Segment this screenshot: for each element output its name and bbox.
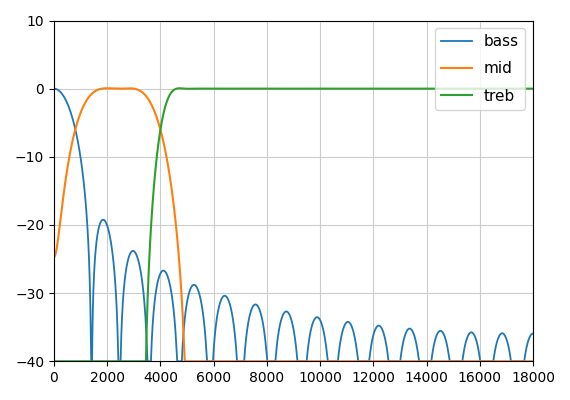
treb (435, 86, 442, 91)
Legend: bass, mid, treb: bass, mid, treb (435, 28, 526, 110)
Line: bass: bass (54, 89, 533, 361)
bass (192, 283, 199, 288)
Line: treb: treb (54, 88, 533, 361)
treb (530, 86, 536, 91)
bass (88, 359, 95, 364)
treb (343, 86, 350, 91)
bass (51, 86, 58, 91)
bass (111, 268, 117, 272)
treb (462, 86, 469, 91)
bass (343, 320, 350, 325)
treb (358, 86, 365, 91)
mid (358, 359, 365, 364)
bass (462, 343, 469, 348)
mid (530, 359, 536, 364)
treb (192, 86, 199, 91)
Line: mid: mid (54, 88, 533, 361)
treb (111, 359, 117, 364)
mid (435, 359, 442, 364)
mid (51, 254, 58, 259)
bass (530, 331, 536, 336)
bass (358, 359, 365, 364)
mid (343, 359, 350, 364)
bass (435, 330, 442, 335)
mid (181, 359, 188, 364)
mid (103, 86, 110, 91)
mid (462, 359, 469, 364)
treb (176, 86, 183, 91)
mid (192, 359, 199, 364)
mid (111, 86, 117, 91)
treb (51, 359, 58, 364)
